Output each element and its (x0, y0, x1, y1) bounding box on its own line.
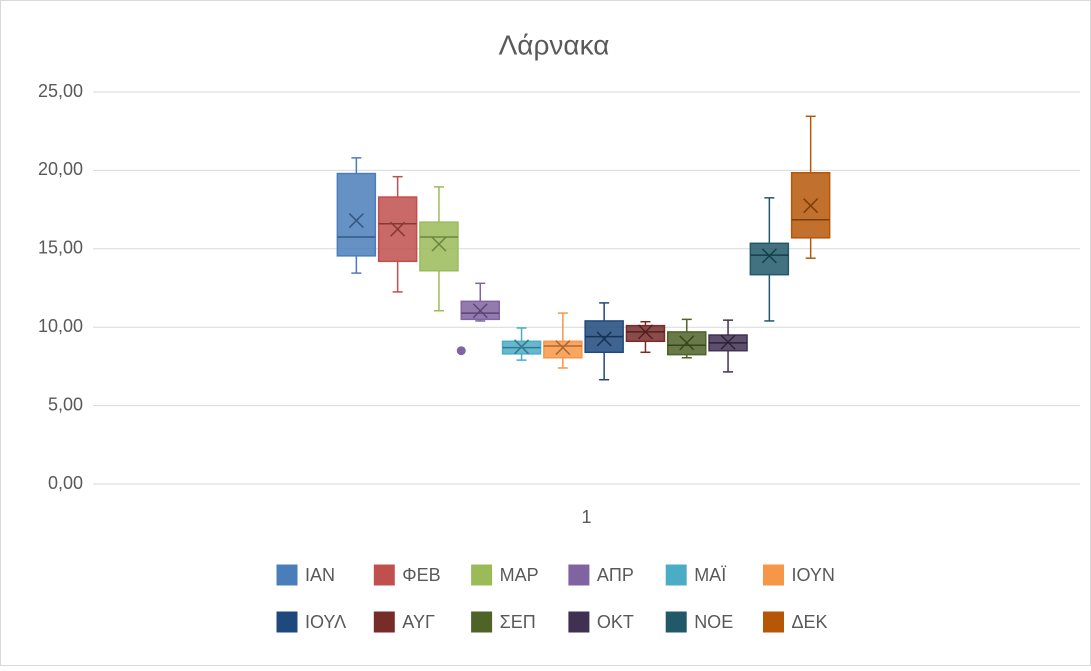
box (419, 221, 459, 272)
legend-label: ΙΟΥΛ (305, 612, 346, 632)
y-tick-label: 5,00 (48, 394, 83, 414)
legend-swatch (763, 611, 784, 633)
chart-title: Λάρνακα (499, 29, 610, 60)
legend-swatch (665, 564, 687, 586)
box (749, 242, 790, 276)
mean-marker (348, 213, 364, 229)
legend-swatch (763, 564, 784, 586)
y-tick-label: 10,00 (38, 316, 83, 336)
mean-marker (555, 340, 571, 356)
y-tick-label: 0,00 (48, 473, 83, 493)
legend-label: ΜΑΡ (500, 565, 539, 585)
mean-marker (761, 248, 777, 264)
mean-marker (637, 324, 653, 340)
legend-label: ΔΕΚ (792, 612, 828, 632)
legend-label: ΦΕΒ (402, 565, 440, 585)
box (377, 196, 418, 263)
legend-label: ΣΕΠ (500, 612, 536, 632)
mean-marker (720, 334, 736, 350)
legend-label: ΑΥΓ (402, 612, 435, 632)
mean-marker (514, 339, 530, 355)
mean-marker (390, 221, 406, 237)
y-tick-label: 20,00 (38, 159, 83, 179)
mean-marker (679, 335, 695, 351)
outlier (456, 346, 466, 356)
mean-marker (472, 303, 488, 319)
legend-swatch (276, 611, 298, 633)
y-tick-label: 15,00 (38, 238, 83, 258)
legend-swatch (373, 611, 395, 633)
legend-label: ΙΑΝ (305, 565, 335, 585)
legend-label: ΟΚΤ (597, 612, 634, 632)
legend-swatch (471, 611, 493, 633)
box (625, 324, 666, 343)
legend-swatch (276, 564, 298, 586)
legend-swatch (568, 564, 590, 586)
legend-swatch (471, 564, 493, 586)
legend-swatch (665, 611, 687, 633)
box (543, 340, 583, 359)
mean-marker (431, 236, 447, 252)
x-tick-label: 1 (581, 507, 591, 527)
legend-swatch (568, 611, 590, 633)
legend-label: ΙΟΥΝ (792, 565, 835, 585)
mean-marker (596, 331, 612, 347)
y-tick-label: 25,00 (38, 81, 83, 101)
legend-label: ΜΑΪ (694, 565, 726, 585)
box (336, 172, 377, 257)
legend-label: ΑΠΡ (597, 565, 634, 585)
mean-marker (803, 198, 819, 214)
legend-label: ΝΟΕ (694, 612, 733, 632)
legend-swatch (373, 564, 395, 586)
